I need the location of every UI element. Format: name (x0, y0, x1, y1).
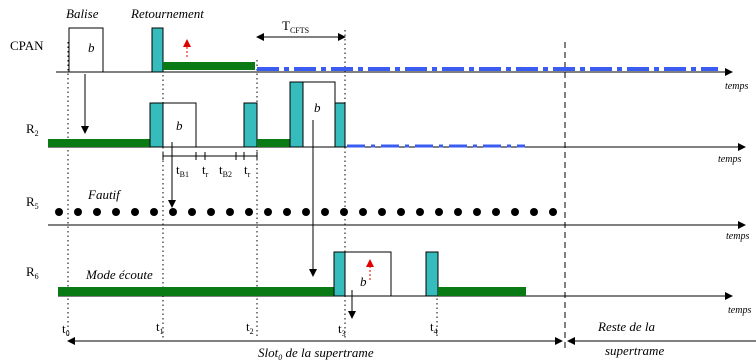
row-label-r6: R6 (26, 264, 39, 281)
r5-dot (397, 208, 405, 216)
cpan-temps-label: temps (725, 81, 748, 92)
r2-listen-bar-1 (48, 139, 150, 147)
r2-turnaround-block-1 (149, 102, 164, 148)
r5-dot (321, 208, 329, 216)
r5-dot (245, 208, 253, 216)
r2-turnaround-block-4 (334, 102, 346, 148)
r5-dot (264, 208, 272, 216)
r2-beacon-letter-2: b (314, 100, 321, 115)
r5-faulty-dots (55, 208, 557, 216)
r5-dot (416, 208, 424, 216)
r5-dot (473, 208, 481, 216)
fautif-label: Fautif (87, 187, 122, 202)
tcfts-label: TCFTS (282, 18, 309, 35)
r5-temps-label: temps (726, 231, 749, 242)
slot-label: Slot0 de la supertrame (258, 345, 374, 362)
r5-dot (359, 208, 367, 216)
retournement-label: Retournement (130, 6, 204, 21)
r5-dot (302, 208, 310, 216)
r6-turnaround-block-2 (425, 251, 439, 297)
r5-dot (283, 208, 291, 216)
r2-row: temps b b tB1 tr tB2 tr (48, 81, 746, 179)
r5-dot (378, 208, 386, 216)
interval-tb1-label: tB1 (176, 162, 189, 179)
r6-listen-bar-1 (58, 287, 334, 296)
interval-tr2-label: tr (244, 162, 251, 179)
r5-dot (55, 208, 63, 216)
r5-dot (511, 208, 519, 216)
r6-row: temps Mode écoute b (58, 251, 751, 319)
r2-turnaround-block-3 (289, 81, 304, 148)
r5-dot (112, 208, 120, 216)
r5-dot (74, 208, 82, 216)
mode-ecoute-label: Mode écoute (85, 267, 153, 282)
r5-dot (150, 208, 158, 216)
r2-turnaround-block-2 (243, 102, 258, 148)
r5-dot (454, 208, 462, 216)
interval-tb2-label: tB2 (219, 162, 232, 179)
time-label-t1: t1 (156, 319, 164, 336)
r5-dot (93, 208, 101, 216)
r2-beacon-box-1 (162, 102, 197, 148)
time-label-t3: t3 (338, 321, 346, 338)
row-label-cpan: CPAN (10, 38, 44, 53)
r5-dot (530, 208, 538, 216)
interval-tr1-label: tr (202, 162, 209, 179)
cpan-row: temps b (56, 27, 748, 92)
r5-dot (340, 208, 348, 216)
r5-dot (188, 208, 196, 216)
r6-temps-label: temps (728, 305, 751, 316)
r6-listen-bar-2 (438, 287, 526, 296)
r5-dot (435, 208, 443, 216)
time-label-t0: t0 (62, 321, 70, 338)
time-label-t2: t2 (246, 319, 254, 336)
r5-dot (549, 208, 557, 216)
cpan-beacon-letter: b (88, 40, 95, 55)
r6-turnaround-block-1 (333, 251, 346, 297)
r5-dot (169, 208, 177, 216)
r2-interval-markers (162, 152, 258, 160)
row-label-r5: R5 (26, 194, 39, 211)
rest-label-line1: Reste de la (597, 319, 656, 334)
balise-label: Balise (66, 6, 99, 21)
time-labels: t0 t1 t2 t3 t4 (62, 319, 438, 338)
r6-beacon-box (344, 251, 392, 297)
cpan-beacon-box (68, 27, 104, 73)
r5-dot (207, 208, 215, 216)
r6-beacon-letter: b (360, 274, 367, 289)
r2-listen-bar-2 (257, 139, 290, 147)
cpan-listen-bar (163, 62, 255, 70)
rest-label-line2: supertrame (605, 343, 664, 358)
cpan-turnaround-block (151, 27, 164, 73)
row-label-r2: R2 (26, 121, 39, 138)
r5-dot (226, 208, 234, 216)
r2-beacon-box-2 (302, 81, 336, 148)
time-label-t4: t4 (430, 319, 438, 336)
r5-dot (492, 208, 500, 216)
r5-row: temps Fautif (48, 187, 749, 242)
r2-beacon-letter-1: b (176, 118, 183, 133)
r2-temps-label: temps (718, 154, 741, 165)
r5-dot (131, 208, 139, 216)
